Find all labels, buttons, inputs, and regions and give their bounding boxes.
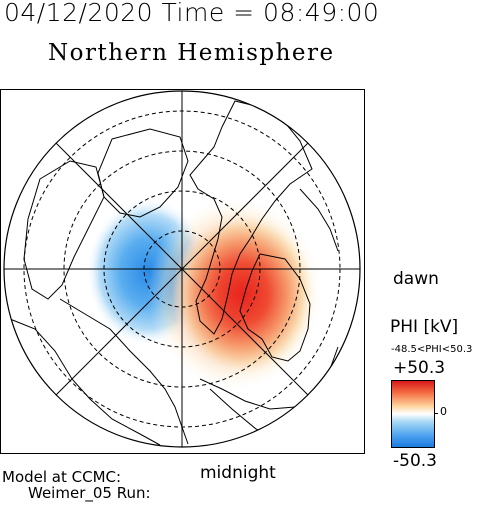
colorbar-min-label: -50.3 xyxy=(393,451,437,471)
latitude-circles xyxy=(23,110,341,428)
dawn-label: dawn xyxy=(393,269,439,289)
colorbar-zero-tick xyxy=(434,413,438,414)
colorbar xyxy=(391,380,435,448)
meridians xyxy=(4,91,360,447)
midnight-label: midnight xyxy=(200,463,276,483)
colorbar-zero-label: 0 xyxy=(440,405,447,418)
colorbar-title: PHI [kV] xyxy=(390,317,459,337)
colorbar-range: -48.5<PHI<50.3 xyxy=(391,344,473,355)
boundary-circle xyxy=(3,90,361,448)
polar-map xyxy=(0,89,365,454)
hemisphere-title: Northern Hemisphere xyxy=(48,40,335,66)
footer-run: Weimer_05 Run: xyxy=(28,484,151,502)
footer-model: Model at CCMC: xyxy=(2,468,122,486)
timestamp: 04/12/2020 Time = 08:49:00 xyxy=(4,0,380,27)
colorbar-max-label: +50.3 xyxy=(393,358,446,378)
